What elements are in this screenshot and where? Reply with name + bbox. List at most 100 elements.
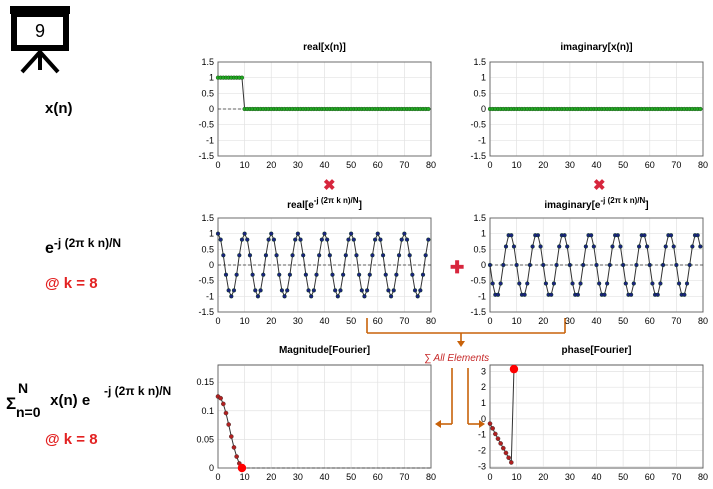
x-tick-label: 50 bbox=[346, 160, 356, 170]
chart-title-base: imaginary[e bbox=[544, 200, 601, 211]
data-point bbox=[426, 237, 431, 242]
data-point bbox=[378, 237, 383, 242]
data-point bbox=[570, 281, 575, 286]
data-point bbox=[605, 281, 610, 286]
sum-all-elements-label: ∑ All Elements bbox=[424, 353, 489, 364]
data-point bbox=[330, 272, 335, 277]
data-point bbox=[341, 272, 346, 277]
data-point bbox=[309, 294, 314, 299]
data-point bbox=[319, 237, 324, 242]
data-point bbox=[293, 237, 298, 242]
series-line bbox=[489, 369, 515, 465]
data-point bbox=[375, 231, 380, 236]
data-point bbox=[415, 294, 420, 299]
data-point bbox=[634, 262, 639, 268]
chart-phase: phase[Fourier]0 10 20 30 40 50 60 70 803210-1-2-… bbox=[478, 345, 708, 482]
data-point bbox=[522, 292, 527, 297]
data-point bbox=[365, 288, 370, 293]
chart-imag_exp: imaginary[e-j (2π k n)/N]0 10 20 30 40 50 60 70… bbox=[470, 196, 708, 326]
data-point bbox=[644, 244, 650, 249]
data-point bbox=[621, 262, 626, 268]
data-point bbox=[388, 294, 394, 299]
xn-label: x(n) bbox=[45, 100, 73, 117]
x-tick-label: 80 bbox=[426, 472, 436, 482]
data-point bbox=[527, 262, 533, 268]
y-tick-label: 3 bbox=[481, 366, 486, 376]
data-point bbox=[287, 272, 292, 277]
y-tick-label: 1 bbox=[481, 229, 486, 239]
data-point bbox=[231, 288, 237, 293]
data-point bbox=[258, 288, 263, 293]
y-tick-label: 0.5 bbox=[201, 244, 214, 254]
x-tick-label: 20 bbox=[538, 160, 548, 170]
data-point bbox=[263, 253, 269, 258]
y-tick-label: -0.5 bbox=[470, 276, 486, 286]
data-point bbox=[610, 244, 615, 249]
x-tick-label: 20 bbox=[538, 316, 548, 326]
data-point bbox=[509, 233, 514, 238]
data-point bbox=[346, 237, 351, 242]
y-tick-label: 1 bbox=[209, 73, 214, 83]
data-point bbox=[279, 288, 284, 293]
multiply-icon-right: ✖ bbox=[593, 177, 606, 194]
sum-lower-limit: n=0 bbox=[16, 404, 41, 420]
data-point bbox=[317, 253, 322, 258]
data-point bbox=[557, 244, 562, 249]
k-value-note-top: @ k = 8 bbox=[45, 275, 98, 292]
x-tick-label: 30 bbox=[565, 316, 575, 326]
data-point bbox=[266, 237, 271, 242]
data-point bbox=[636, 244, 642, 249]
data-point bbox=[490, 426, 495, 431]
data-point bbox=[343, 253, 348, 258]
data-point bbox=[535, 233, 541, 238]
y-tick-label: -1.5 bbox=[470, 151, 486, 161]
y-tick-label: 0 bbox=[209, 260, 214, 270]
data-point bbox=[367, 272, 372, 277]
data-point bbox=[602, 292, 607, 297]
series-line bbox=[217, 396, 243, 469]
data-point bbox=[271, 237, 277, 242]
data-point bbox=[594, 262, 599, 268]
data-point bbox=[218, 395, 223, 401]
data-point bbox=[399, 237, 404, 242]
y-tick-label: -1 bbox=[478, 291, 486, 301]
y-tick-label: -1.5 bbox=[198, 151, 214, 161]
x-tick-label: 0 bbox=[487, 316, 492, 326]
exponential-label: e-j (2π k n)/N bbox=[45, 236, 121, 258]
data-point bbox=[647, 262, 652, 268]
x-tick-label: 50 bbox=[618, 160, 628, 170]
chart-imag_x: imaginary[x(n)] 0 10 20 30 40 50 60 70 80 1.5 1 0.5 0… bbox=[470, 42, 708, 170]
y-tick-label: 0.5 bbox=[473, 88, 486, 98]
data-point bbox=[237, 253, 242, 258]
data-point bbox=[493, 431, 498, 437]
data-point bbox=[503, 450, 509, 456]
data-point bbox=[234, 454, 239, 459]
data-point bbox=[658, 281, 663, 286]
data-point bbox=[508, 460, 514, 465]
data-point bbox=[311, 288, 316, 293]
data-point bbox=[325, 237, 330, 242]
x-tick-label: 80 bbox=[698, 160, 708, 170]
x-tick-label: 50 bbox=[346, 472, 356, 482]
data-point bbox=[698, 106, 703, 112]
data-point bbox=[391, 288, 396, 293]
data-point bbox=[423, 253, 428, 258]
chart-title-sup: -j (2π k n)/N bbox=[601, 196, 646, 205]
data-point bbox=[426, 106, 431, 112]
data-point bbox=[698, 244, 703, 249]
sum-upper-limit: N bbox=[18, 380, 29, 396]
data-point bbox=[335, 294, 340, 299]
x-tick-label: 60 bbox=[373, 472, 383, 482]
y-tick-label: 1 bbox=[481, 73, 486, 83]
charts-layer: real[x(n)]0 10 20 30 40 50 60 70 801.510.50-0.5-… bbox=[196, 42, 708, 482]
data-point bbox=[501, 262, 506, 268]
data-point bbox=[239, 237, 245, 242]
data-point bbox=[575, 292, 580, 297]
data-point bbox=[495, 436, 501, 441]
data-point bbox=[642, 233, 647, 238]
data-point bbox=[581, 262, 586, 268]
data-point bbox=[245, 237, 250, 242]
slide-number: 9 bbox=[34, 21, 45, 41]
y-tick-label: 1.5 bbox=[201, 57, 214, 67]
